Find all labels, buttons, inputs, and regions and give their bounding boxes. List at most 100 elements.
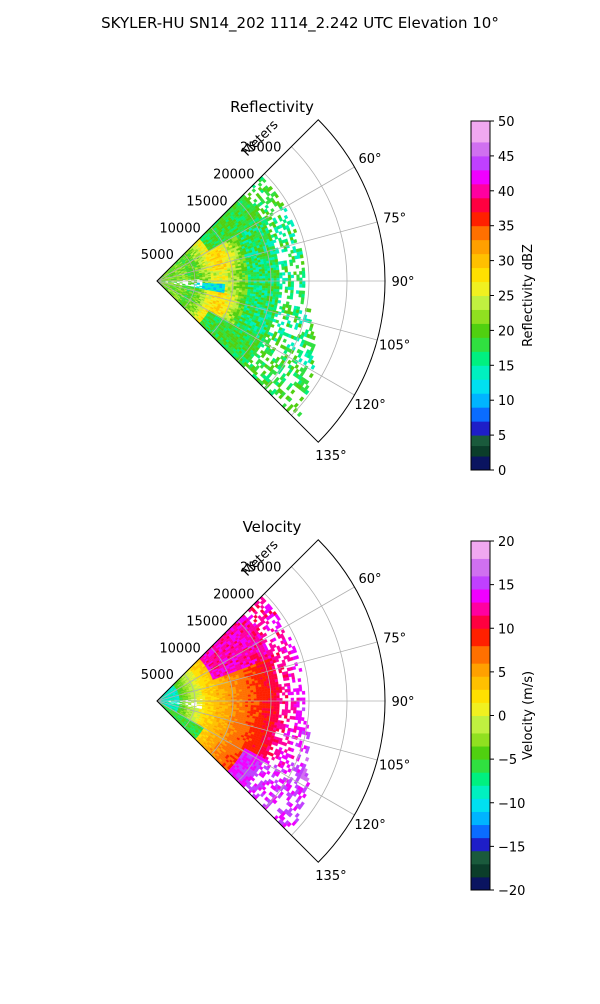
radar-gate: [291, 342, 295, 346]
radar-gate: [299, 310, 303, 314]
radar-gate: [240, 283, 243, 285]
radar-gate: [265, 205, 269, 209]
radar-gate: [274, 278, 277, 281]
radar-gate: [191, 706, 194, 707]
radar-gate: [309, 327, 313, 331]
radar-gate: [251, 275, 254, 277]
radar-gate: [284, 263, 287, 266]
colorbar-tick-label: 15: [498, 359, 515, 374]
radar-gate: [311, 365, 315, 370]
radar-gate: [284, 248, 288, 252]
colorbar-band: [471, 407, 490, 421]
azimuth-tick-label: 75°: [383, 211, 406, 226]
radar-gate: [248, 285, 251, 287]
colorbar-band: [471, 240, 490, 254]
radar-gate: [223, 698, 226, 700]
radar-gate: [291, 284, 294, 287]
radar-gate: [262, 269, 265, 272]
radar-gate: [288, 278, 291, 281]
radar-gate: [282, 272, 285, 275]
radar-gate: [265, 357, 269, 361]
radar-gate: [171, 282, 174, 283]
radar-gate: [291, 275, 294, 278]
colorbar-band: [471, 435, 490, 446]
radar-gate: [200, 698, 203, 699]
radar-gate: [298, 358, 302, 363]
radar-gate: [290, 290, 293, 293]
radar-gate: [270, 208, 274, 212]
colorbar-band: [471, 309, 490, 323]
radar-gate: [177, 704, 180, 705]
radar-gate: [278, 300, 281, 303]
reflectivity-panel: 60°75°90°105°120°135°5000100001500020000…: [141, 98, 536, 479]
radar-gate: [262, 276, 265, 279]
radar-gate: [265, 269, 268, 272]
radar-gate: [228, 283, 231, 285]
radar-gate: [248, 287, 251, 289]
radar-field: [157, 176, 316, 417]
radar-gate: [262, 293, 265, 296]
colorbar-band: [471, 446, 490, 457]
radar-gate: [291, 281, 294, 284]
radar-gate: [276, 289, 279, 292]
radar-gate: [274, 314, 278, 318]
radar-gate: [262, 274, 265, 277]
radar-gate: [245, 273, 248, 275]
radar-gate: [276, 286, 279, 289]
radar-gate: [251, 272, 254, 274]
radar-gate: [254, 272, 257, 274]
radar-gate: [273, 268, 276, 271]
radar-gate: [293, 229, 297, 233]
colorbar-tick-label: 20: [498, 324, 515, 339]
radar-gate: [300, 281, 303, 284]
range-tick-label: 15000: [186, 194, 227, 209]
radar-gate: [279, 273, 282, 276]
radar-gate: [257, 276, 260, 278]
colorbar-band: [471, 184, 490, 198]
radar-gate: [197, 705, 200, 706]
radar-gate: [191, 279, 194, 280]
radar-gate: [300, 255, 303, 259]
radar-gate: [174, 281, 177, 282]
radar-gate: [237, 275, 240, 277]
colorbar-band: [471, 337, 490, 351]
azimuth-tick-label: 60°: [359, 152, 382, 167]
radar-gate: [171, 702, 174, 703]
radar-gate: [225, 283, 228, 285]
radar-gate: [308, 309, 311, 313]
colorbar-band: [471, 393, 490, 407]
radar-gate: [259, 274, 262, 277]
radar-gate: [274, 286, 277, 289]
radar-gate: [276, 273, 279, 276]
colorbar-band: [471, 379, 490, 393]
colorbar-tick-label: 50: [498, 115, 515, 130]
radar-gate: [302, 271, 305, 275]
radar-gate: [254, 277, 257, 279]
azimuth-tick-label: 105°: [379, 339, 410, 354]
colorbar-tick-label: 0: [498, 464, 506, 479]
radar-gate: [299, 397, 304, 402]
colorbar-band: [471, 156, 490, 170]
radar-gate: [303, 361, 307, 366]
radar-gate: [262, 288, 265, 291]
radar-gate: [276, 250, 280, 253]
radar-gate: [183, 699, 186, 700]
radar-gate: [301, 297, 304, 301]
radar-gate: [297, 412, 302, 417]
range-tick-label: 5000: [141, 248, 174, 263]
radar-gate: [245, 283, 248, 285]
radar-gate: [282, 267, 285, 270]
colorbar-tick-label: 25: [498, 290, 515, 305]
radar-gate: [191, 699, 194, 700]
radar-gate: [177, 700, 180, 701]
radar-gate: [302, 274, 305, 277]
radar-gate: [301, 301, 304, 305]
radar-gate: [279, 275, 282, 278]
radar-gate: [299, 271, 302, 274]
radar-gate: [185, 699, 188, 700]
radar-gate: [280, 243, 284, 247]
radar-gate: [188, 279, 191, 280]
radar-gate: [177, 702, 180, 703]
